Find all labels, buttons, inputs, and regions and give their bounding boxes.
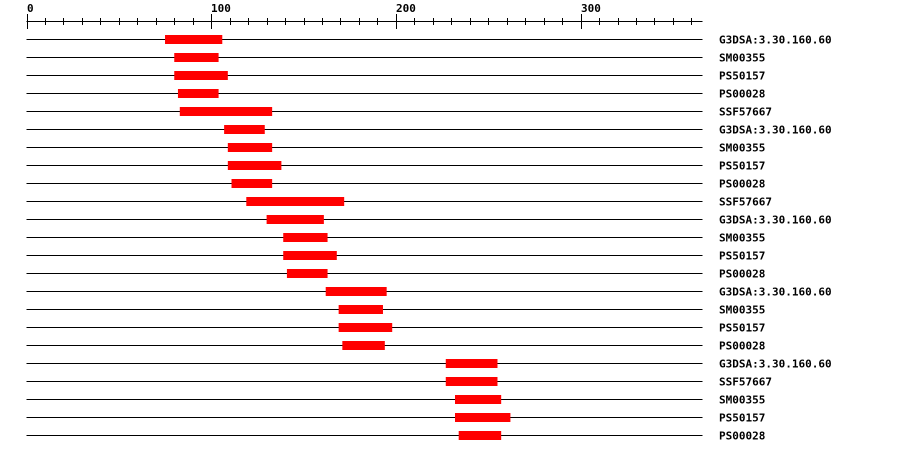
track-label: PS00028: [719, 340, 765, 353]
track-label: PS50157: [719, 250, 765, 263]
track-label: PS50157: [719, 70, 765, 83]
domain-bar: [227, 161, 282, 170]
tick-label: 0: [27, 2, 34, 15]
domain-bar: [445, 359, 498, 368]
track-label: PS50157: [719, 160, 765, 173]
track-label: SSF57667: [719, 196, 772, 209]
domain-bar: [246, 197, 345, 206]
domain-bar: [455, 395, 502, 404]
tick-label: 300: [581, 2, 601, 15]
domain-bar: [283, 251, 337, 260]
track-label: G3DSA:3.30.160.60: [719, 124, 832, 137]
track-label: PS00028: [719, 430, 765, 443]
track-label: PS00028: [719, 178, 765, 191]
track-label: SM00355: [719, 52, 765, 65]
track-label: G3DSA:3.30.160.60: [719, 34, 832, 47]
domain-bar: [174, 53, 219, 62]
track-label: SM00355: [719, 142, 765, 155]
domain-bar: [338, 323, 393, 332]
track-label: PS00028: [719, 88, 765, 101]
domain-bar: [455, 413, 511, 422]
domain-bar: [266, 215, 324, 224]
domain-bar: [179, 107, 273, 116]
track-label: PS50157: [719, 322, 765, 335]
tick-label: 200: [396, 2, 416, 15]
domain-bar: [342, 341, 385, 350]
domain-bar: [177, 89, 219, 98]
tick-label: 100: [211, 2, 231, 15]
track-label: G3DSA:3.30.160.60: [719, 214, 832, 227]
track-label: G3DSA:3.30.160.60: [719, 358, 832, 371]
track-label: SM00355: [719, 394, 765, 407]
track-label: SM00355: [719, 304, 765, 317]
domain-bar: [325, 287, 387, 296]
domain-bar: [338, 305, 383, 314]
domain-bar: [165, 35, 223, 44]
domain-bar: [445, 377, 498, 386]
track-label: PS50157: [719, 412, 765, 425]
track-label: G3DSA:3.30.160.60: [719, 286, 832, 299]
domain-bar: [231, 179, 273, 188]
domain-bar: [458, 431, 502, 440]
domain-bar: [227, 143, 273, 152]
domain-bar: [283, 233, 328, 242]
track-label: SM00355: [719, 232, 765, 245]
track-label: SSF57667: [719, 106, 772, 119]
track-label: SSF57667: [719, 376, 772, 389]
domain-bar: [174, 71, 228, 80]
track-label: PS00028: [719, 268, 765, 281]
domain-bar: [286, 269, 328, 278]
domain-bar: [224, 125, 265, 134]
